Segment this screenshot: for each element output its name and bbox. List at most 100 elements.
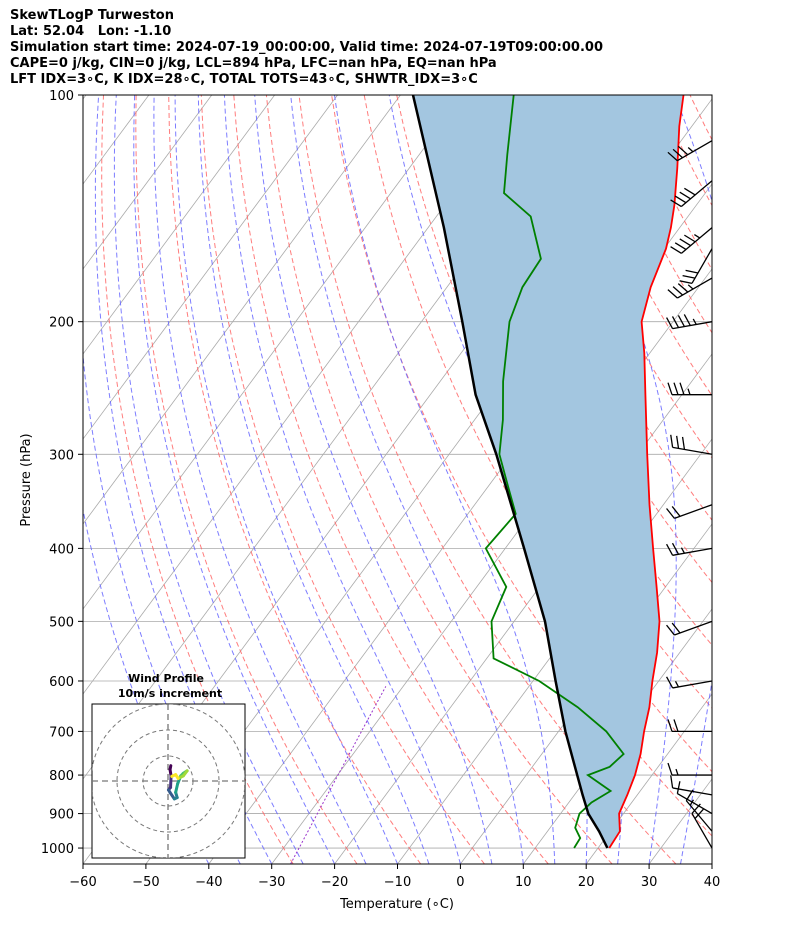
isotherm-line bbox=[83, 95, 275, 355]
isotherm-line bbox=[83, 95, 464, 610]
chart-title: SkewTLogP Turweston bbox=[10, 8, 174, 23]
y-tick-label: 1000 bbox=[41, 842, 74, 857]
moist-adiabat bbox=[153, 95, 367, 864]
dry-adiabat bbox=[135, 95, 358, 864]
wind-barb bbox=[676, 781, 713, 815]
wind-barb-half-flag bbox=[694, 234, 701, 239]
wind-barb bbox=[666, 504, 713, 519]
wind-barb-flag bbox=[681, 436, 686, 450]
wind-barb-flag bbox=[670, 434, 674, 448]
moist-adiabat bbox=[113, 95, 304, 864]
x-tick-label: −10 bbox=[384, 875, 411, 890]
wind-barb-flag bbox=[684, 187, 696, 196]
wind-barb bbox=[670, 434, 713, 455]
wind-barb-flag bbox=[676, 781, 681, 794]
wind-barb-flag bbox=[672, 286, 683, 296]
moist-adiabat bbox=[290, 95, 524, 864]
moist-adiabat bbox=[133, 95, 336, 864]
isotherm-line bbox=[83, 95, 527, 695]
moist-adiabat bbox=[674, 95, 712, 864]
dry-adiabat bbox=[265, 95, 613, 864]
isotherm-line bbox=[585, 693, 712, 864]
wind-barb-flag bbox=[673, 719, 679, 732]
x-axis-title: Temperature (∘C) bbox=[339, 897, 454, 912]
dry-adiabat bbox=[200, 95, 485, 864]
wind-barb bbox=[667, 719, 712, 733]
wind-barb-flag bbox=[679, 280, 693, 284]
wind-barb-flag bbox=[676, 435, 680, 449]
moist-adiabat bbox=[711, 861, 712, 864]
wind-barb bbox=[670, 227, 713, 254]
wind-barb-staff bbox=[672, 321, 713, 330]
wind-barb-flag bbox=[671, 542, 680, 555]
dry-adiabat bbox=[755, 95, 794, 864]
wind-barb bbox=[666, 542, 713, 556]
moist-adiabat bbox=[254, 95, 493, 864]
wind-barb-half-flag bbox=[680, 547, 685, 554]
wind-barb-flag bbox=[666, 676, 674, 689]
wind-barb-flag bbox=[674, 195, 687, 204]
wind-barb-half-flag bbox=[687, 388, 691, 395]
y-tick-label: 500 bbox=[49, 615, 74, 630]
hodograph-subtitle: 10m/s increment bbox=[118, 687, 222, 700]
wind-barb-flag bbox=[682, 274, 696, 279]
wind-barb bbox=[667, 140, 713, 162]
dry-adiabat bbox=[689, 95, 712, 141]
moist-adiabat bbox=[197, 95, 430, 864]
hodograph-segment bbox=[170, 773, 178, 778]
dry-adiabat bbox=[526, 95, 712, 459]
wind-barb-flag bbox=[679, 238, 691, 247]
isotherm-line bbox=[83, 95, 338, 440]
location-line: Lat: 52.04 Lon: -1.10 bbox=[10, 24, 172, 39]
wind-barb-flag bbox=[677, 145, 689, 156]
x-tick-label: −30 bbox=[258, 875, 285, 890]
wind-barb bbox=[666, 620, 713, 636]
simulation-time-line: Simulation start time: 2024-07-19_00:00:… bbox=[10, 40, 603, 55]
stability-index-line: LFT IDX=3∘C, K IDX=28∘C, TOTAL TOTS=43∘C… bbox=[10, 72, 478, 87]
y-tick-label: 900 bbox=[49, 808, 74, 823]
y-tick-label: 200 bbox=[49, 316, 74, 331]
wind-barb-staff bbox=[677, 140, 713, 162]
cape-line: CAPE=0 j/kg, CIN=0 j/kg, LCL=894 hPa, LF… bbox=[10, 56, 497, 71]
x-tick-label: −60 bbox=[69, 875, 96, 890]
x-tick-label: 20 bbox=[578, 875, 595, 890]
wind-barb-flag bbox=[670, 246, 682, 254]
temperature-line bbox=[608, 95, 685, 849]
x-tick-label: 0 bbox=[456, 875, 464, 890]
x-tick-label: 40 bbox=[704, 875, 721, 890]
parcel-line bbox=[411, 95, 609, 849]
wind-barb-flag bbox=[677, 283, 689, 293]
moist-adiabat bbox=[334, 95, 556, 864]
dry-adiabat bbox=[168, 95, 422, 864]
cape-shading bbox=[413, 95, 684, 848]
profile-lines bbox=[411, 95, 685, 849]
wind-barb-flag bbox=[677, 315, 685, 327]
wind-barb-flag bbox=[666, 543, 674, 556]
y-tick-label: 800 bbox=[49, 769, 74, 784]
hodograph-title: Wind Profile bbox=[128, 672, 204, 685]
isotherm-line bbox=[460, 523, 712, 864]
wind-barb-staff bbox=[672, 787, 713, 796]
wind-barb-flag bbox=[683, 314, 691, 326]
y-tick-label: 600 bbox=[49, 675, 74, 690]
hodograph-segment bbox=[169, 774, 173, 789]
wind-barb-staff bbox=[680, 180, 713, 208]
isotherm-line bbox=[208, 183, 712, 864]
axes: −60 −50 −40 −30 −20 −10 0 10 20 30 40 1000 900 800 700… bbox=[41, 89, 720, 890]
y-tick-label: 400 bbox=[49, 542, 74, 557]
wind-barb-staff bbox=[691, 248, 713, 284]
hodograph-segment bbox=[174, 782, 180, 794]
wind-barb-flag bbox=[671, 622, 681, 634]
wind-barb-flag bbox=[673, 382, 679, 395]
wind-barb-half-flag bbox=[687, 147, 694, 153]
dry-adiabat bbox=[298, 95, 677, 864]
isotherm-line bbox=[83, 95, 87, 100]
y-tick-label: 700 bbox=[49, 725, 74, 740]
wind-barb-flag bbox=[685, 269, 699, 274]
x-tick-label: −40 bbox=[195, 875, 222, 890]
isotherm-line bbox=[711, 863, 712, 864]
wind-barb-staff bbox=[680, 227, 713, 254]
wind-barb-flag bbox=[667, 289, 678, 299]
wind-barb bbox=[667, 762, 712, 776]
